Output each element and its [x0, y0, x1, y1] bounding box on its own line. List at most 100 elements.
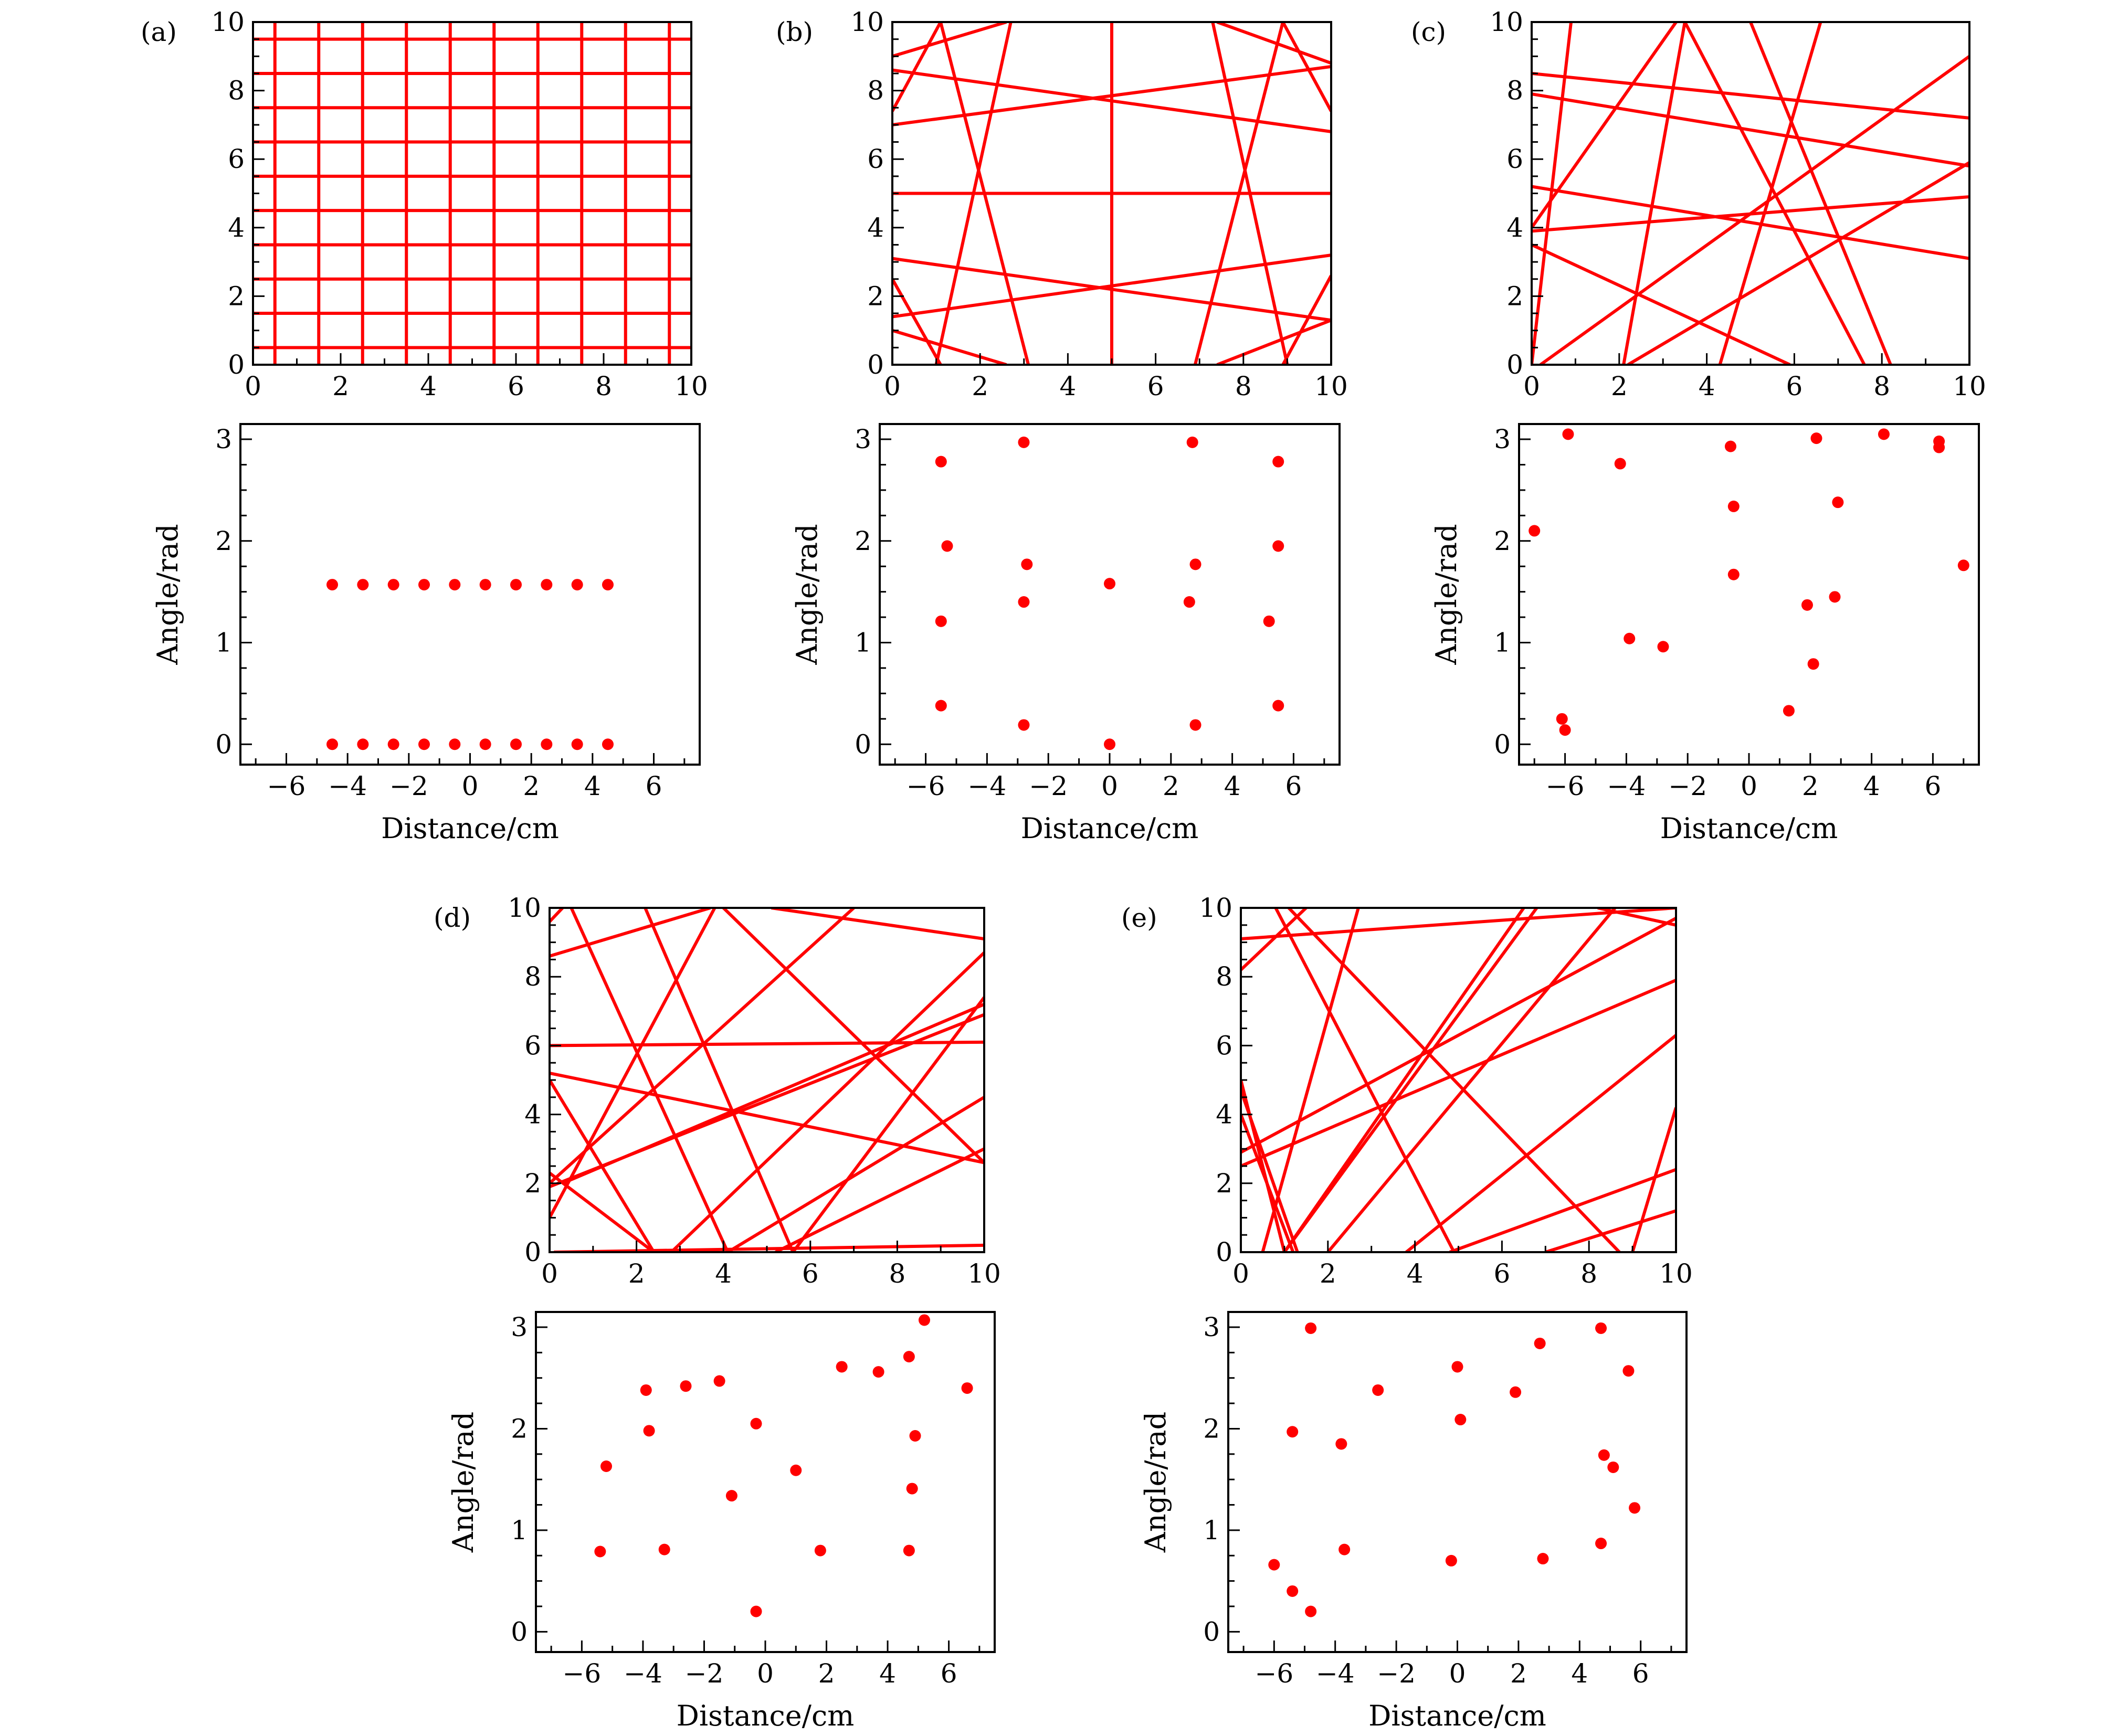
line-segment [1281, 22, 1331, 112]
data-point [1287, 1585, 1299, 1597]
plot-6: 0 2 4 6 8 10 0 2 4 6 8 10 [508, 893, 1000, 1289]
y-tick-label: 2 [1506, 281, 1523, 311]
x-tick-label: −2 [389, 771, 428, 801]
data-point [1783, 705, 1795, 717]
data-point [903, 1544, 915, 1557]
x-tick-label: −6 [267, 771, 306, 801]
line-segment [1718, 22, 1822, 365]
data-point [418, 738, 430, 750]
x-tick-label: 6 [508, 371, 524, 401]
data-point [814, 1544, 826, 1557]
plot-9: −6 −4 −2 0 2 4 6 0 1 2 3 Distance/cm Angle/rad [1139, 1311, 1688, 1732]
x-axis-label: Distance/cm [1021, 812, 1199, 845]
y-tick-label: 6 [1506, 144, 1523, 174]
x-tick-label: 4 [420, 371, 437, 401]
data-point [872, 1366, 884, 1378]
data-point [1335, 1438, 1347, 1450]
x-tick-label: 0 [1523, 371, 1540, 401]
y-tick-label: 8 [1506, 76, 1523, 106]
data-point [906, 1483, 918, 1495]
x-tick-label: 4 [1059, 371, 1076, 401]
plot-7-marks [594, 1314, 973, 1617]
y-tick-label: 0 [511, 1616, 528, 1647]
line-segment [1532, 22, 1573, 365]
line-segment [1539, 55, 1969, 365]
data-point [1268, 1559, 1280, 1571]
line-segment [722, 908, 984, 1164]
data-point [1372, 1384, 1384, 1396]
data-point [836, 1361, 848, 1373]
line-segment [1749, 22, 1892, 365]
y-tick-label: 6 [1216, 1030, 1232, 1061]
data-point [541, 579, 553, 591]
data-point [1556, 713, 1568, 725]
line-segment [554, 1243, 984, 1252]
y-tick-label: 10 [1199, 893, 1232, 923]
panel-label-e: (e) [1121, 903, 1157, 933]
data-point [1727, 568, 1740, 580]
x-tick-label: −2 [685, 1658, 724, 1689]
line-segment [550, 1013, 984, 1189]
x-tick-label: −4 [1607, 771, 1646, 801]
line-segment [1288, 908, 1621, 1252]
x-tick-label: 2 [1320, 1258, 1336, 1289]
x-tick-label: 2 [818, 1658, 835, 1689]
line-segment [1597, 908, 1676, 927]
x-tick-label: 2 [1802, 771, 1819, 801]
line-segment [550, 908, 716, 1219]
y-tick-label: 2 [855, 526, 871, 556]
data-point [909, 1430, 921, 1442]
line-segment [644, 908, 795, 1252]
x-tick-label: 8 [1873, 371, 1890, 401]
data-point [1186, 436, 1198, 448]
line-segment [892, 278, 942, 365]
line-segment [1405, 1034, 1676, 1252]
data-point [1629, 1502, 1641, 1514]
data-point [1454, 1414, 1467, 1426]
plot-9-marks [1268, 1322, 1641, 1617]
data-point [1614, 458, 1626, 470]
plot-0: 0 2 4 6 8 10 0 2 4 6 8 10 [211, 7, 708, 401]
plot-2: 0 2 4 6 8 10 0 2 4 6 8 10 [850, 7, 1347, 401]
y-tick-label: 1 [511, 1515, 528, 1546]
data-point [1183, 596, 1195, 608]
x-tick-label: −4 [968, 771, 1007, 801]
x-tick-label: 0 [1449, 1658, 1466, 1689]
y-tick-label: 8 [867, 76, 884, 106]
y-tick-label: 4 [1506, 213, 1523, 243]
data-point [640, 1384, 652, 1396]
data-point [1878, 428, 1890, 440]
y-tick-label: 10 [850, 7, 884, 37]
y-tick-label: 2 [1203, 1413, 1220, 1444]
data-point [571, 579, 583, 591]
y-tick-label: 10 [508, 893, 541, 923]
x-tick-label: 4 [1224, 771, 1241, 801]
x-tick-label: 6 [1632, 1658, 1649, 1689]
data-point [1598, 1449, 1610, 1461]
plot-4-marks [1532, 22, 1969, 365]
data-point [1595, 1538, 1607, 1550]
y-tick-label: 3 [511, 1312, 528, 1342]
y-tick-label: 0 [1216, 1237, 1232, 1267]
data-point [541, 738, 553, 750]
line-segment [550, 908, 564, 923]
data-point [571, 738, 583, 750]
data-point [903, 1351, 915, 1363]
data-point [1189, 558, 1201, 570]
line-segment [1622, 22, 1687, 365]
x-tick-label: 4 [1699, 371, 1715, 401]
y-axis-label: Angle/rad [1139, 1412, 1172, 1553]
y-tick-label: 3 [1494, 424, 1511, 454]
plot-1-marks [326, 579, 614, 750]
data-point [1018, 719, 1030, 731]
y-tick-label: 0 [1203, 1616, 1220, 1647]
data-point [935, 456, 947, 468]
line-segment [550, 908, 855, 1185]
line-segment [1326, 908, 1617, 1252]
line-segment [892, 22, 1007, 58]
line-segment [1241, 908, 1308, 971]
data-point [1832, 496, 1844, 509]
data-point [1933, 441, 1945, 453]
